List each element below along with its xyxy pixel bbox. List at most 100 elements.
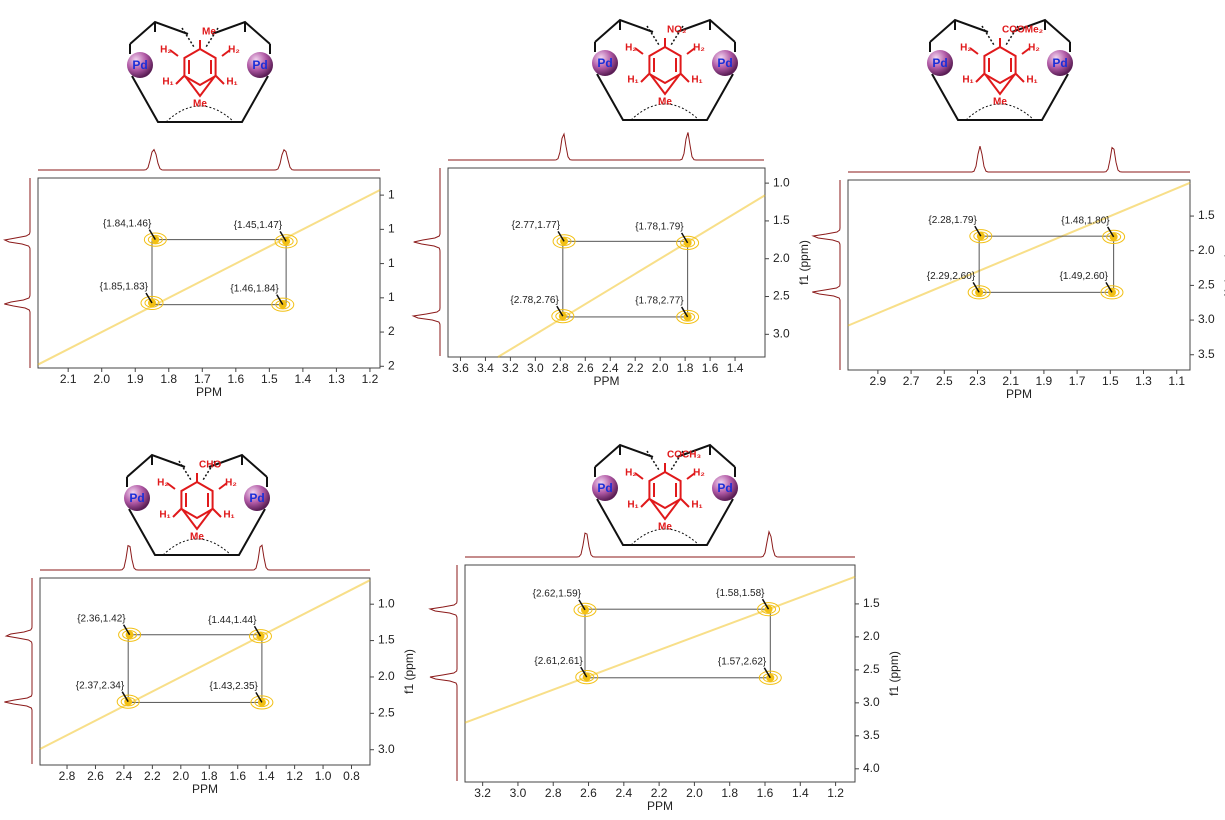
arene — [648, 470, 682, 510]
x-tick-label: 2.1 — [60, 372, 77, 386]
x-tick-label: 2.1 — [1002, 374, 1019, 388]
x-tick-label: 2.7 — [903, 374, 920, 388]
y-axis-label: f1 (ppm) — [1222, 253, 1225, 298]
x-tick-label: 1.6 — [702, 361, 719, 375]
y-tick-label: 2 — [388, 324, 395, 338]
cage-bottom — [965, 103, 1035, 121]
metal-label: Pd — [132, 58, 147, 72]
y-tick-label: 1.5 — [863, 596, 880, 610]
label-leader — [680, 232, 689, 244]
y-tick-label: 1 — [388, 222, 395, 236]
x-tick-label: 1.7 — [1069, 374, 1086, 388]
substituent: CHO — [199, 460, 221, 471]
peak-label: {2.61,2.61} — [534, 656, 583, 667]
x-tick-label: 2.4 — [116, 769, 133, 783]
label-leader — [763, 667, 771, 679]
contour — [552, 234, 576, 249]
peak-label: {1.84,1.46} — [103, 218, 152, 229]
x-tick-label: 1.2 — [827, 786, 844, 800]
x-tick-label: 1.1 — [1168, 374, 1185, 388]
x-tick-label: 1.8 — [721, 786, 738, 800]
label-leader — [253, 625, 262, 637]
proton-label: H₂ — [228, 45, 240, 56]
x-tick-label: 1.3 — [328, 372, 345, 386]
y-tick-label: 2.5 — [1198, 278, 1215, 292]
cage-bottom — [630, 103, 700, 121]
y-axis-label: f1 (ppm) — [402, 649, 416, 694]
f1-projection — [811, 180, 841, 370]
x-tick-label: 3.2 — [474, 786, 491, 800]
y-tick-label: 1 — [388, 187, 395, 201]
structure: Me Me H₂ H₂ H₁ H₁ Pd Pd — [127, 20, 273, 123]
contour — [556, 236, 572, 247]
x-axis-label: PPM — [593, 374, 619, 388]
proton-label: H₁ — [162, 77, 173, 88]
y-tick-label: 1 — [388, 290, 395, 304]
peak-label: {1.49,2.60} — [1060, 271, 1109, 282]
peak-label: {1.46,1.84} — [230, 283, 279, 294]
bottom-group: Me — [190, 532, 204, 543]
x-tick-label: 1.2 — [362, 372, 379, 386]
x-tick-label: 1.0 — [315, 769, 332, 783]
contour — [579, 672, 595, 682]
contour — [275, 299, 291, 310]
x-tick-label: 1.4 — [727, 361, 744, 375]
metal-label: Pd — [717, 481, 732, 495]
f2-projection — [448, 132, 764, 161]
x-axis-label: PPM — [192, 782, 218, 796]
x-tick-label: 2.6 — [577, 361, 594, 375]
cage — [129, 20, 271, 123]
label-leader — [122, 624, 131, 636]
contour — [147, 234, 163, 245]
metal-label: Pd — [597, 56, 612, 70]
contour — [140, 295, 164, 311]
contour — [973, 231, 989, 241]
label-leader — [680, 306, 689, 318]
peak-label: {2.28,1.79} — [928, 215, 977, 226]
metal-sphere — [927, 50, 953, 76]
plot-frame — [39, 577, 371, 766]
label-leader — [279, 230, 287, 242]
y-tick-label: 2.0 — [1198, 243, 1215, 257]
x-tick-label: 2.0 — [93, 372, 110, 386]
f2-projection — [848, 145, 1190, 173]
cage-bottom — [165, 105, 235, 123]
x-tick-label: 1.8 — [160, 372, 177, 386]
y-tick-label: 1.0 — [378, 596, 395, 610]
plot-frame — [447, 167, 766, 358]
cage — [594, 443, 736, 546]
y-tick-label: 1.5 — [1198, 208, 1215, 222]
arene-bonds — [969, 38, 1031, 96]
x-axis-label: PPM — [1006, 387, 1032, 401]
y-tick-label: 2.5 — [863, 662, 880, 676]
proton-label: H₂ — [693, 43, 705, 54]
contour — [969, 229, 993, 244]
metal-sphere — [1047, 50, 1073, 76]
x-tick-label: 1.6 — [227, 372, 244, 386]
x-tick-label: 2.8 — [59, 769, 76, 783]
contour — [248, 629, 272, 644]
x-tick-label: 1.4 — [258, 769, 275, 783]
peak-label: {1.85,1.83} — [100, 282, 149, 293]
connection-box — [127, 634, 263, 703]
peak-label: {2.62,1.59} — [533, 588, 582, 599]
x-tick-label: 2.4 — [602, 361, 619, 375]
connection-box — [978, 235, 1115, 293]
contour — [575, 670, 599, 685]
diagonal — [847, 181, 1191, 327]
y-axis-label: f1 (ppm) — [887, 651, 901, 696]
proton-label: H₂ — [625, 468, 637, 479]
contour — [577, 605, 593, 615]
y-tick-label: 3.0 — [863, 695, 880, 709]
label-leader — [972, 281, 980, 293]
proton-label: H₂ — [225, 478, 237, 489]
y-tick-label: 2.0 — [863, 629, 880, 643]
y-tick-label: 4.0 — [863, 761, 880, 775]
x-tick-label: 1.3 — [1135, 374, 1152, 388]
plot-frame — [37, 177, 381, 369]
connection-box — [151, 239, 287, 306]
y-tick-label: 2.5 — [378, 706, 395, 720]
bottom-group: Me — [658, 97, 672, 108]
y-tick-label: 3.0 — [1198, 312, 1215, 326]
